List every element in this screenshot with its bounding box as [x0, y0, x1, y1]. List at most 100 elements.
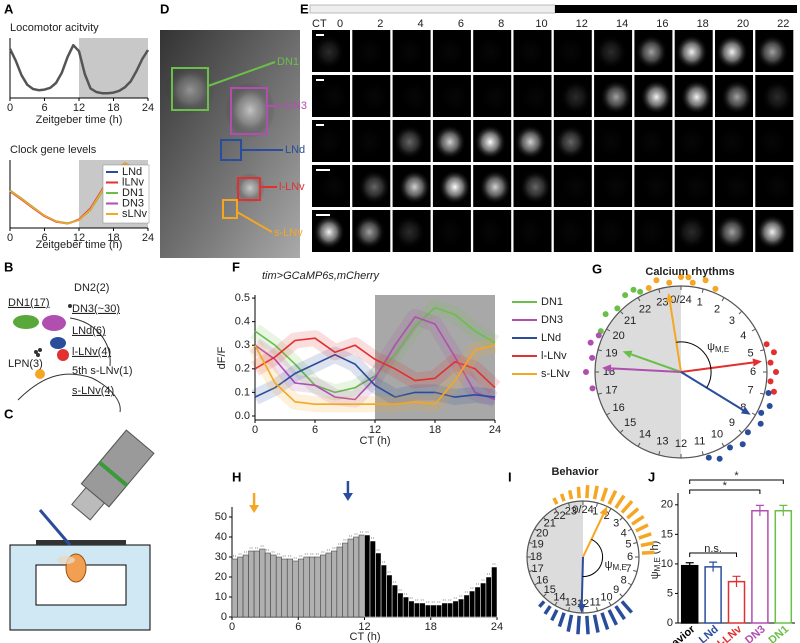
- y-axis-label-sub: M,E: [653, 557, 662, 571]
- hour-label: 19: [531, 539, 543, 551]
- activity-ring-bar: [635, 523, 649, 533]
- tile-signal: [393, 125, 426, 159]
- phase-dot: [630, 286, 637, 293]
- image-tile: [634, 210, 673, 252]
- cluster-label: DN2(2): [74, 282, 109, 294]
- hour-label: 6: [627, 551, 633, 563]
- significance-label: *: [734, 470, 739, 482]
- y-tick-label: 50: [215, 511, 227, 523]
- setup-drawing: [9, 429, 155, 631]
- y-tick-label: 0.1: [235, 386, 250, 398]
- tile-signal: [555, 215, 587, 249]
- tile-signal: [640, 80, 673, 114]
- hour-tick: [528, 542, 533, 545]
- hour-label: 23: [656, 296, 668, 308]
- phase-dot: [770, 388, 777, 395]
- histogram-bar: [331, 550, 338, 618]
- series-line: [9, 162, 149, 225]
- activity-ring-bar: [640, 541, 655, 548]
- phase-dot: [739, 441, 746, 448]
- tile-signal: [554, 125, 587, 159]
- histogram-bar: [375, 552, 382, 618]
- x-tick-label: 24: [142, 232, 154, 244]
- image-grid: [312, 30, 794, 252]
- legend-label: DN3: [541, 314, 563, 326]
- tile-signal: [353, 125, 385, 159]
- hour-tick: [658, 288, 661, 293]
- histogram-bar: [248, 550, 255, 618]
- tile-signal: [434, 215, 466, 249]
- hour-label: 12: [675, 438, 687, 450]
- hour-tick: [528, 569, 533, 572]
- histogram-bar: [358, 534, 365, 618]
- tile-signal: [479, 80, 511, 114]
- lpn-cluster: [34, 350, 38, 354]
- activity-ring-bar: [576, 486, 581, 499]
- panel-letter: B: [4, 259, 13, 274]
- electrode: [38, 509, 72, 546]
- panel-letter: G: [592, 261, 602, 276]
- legend-label: lLNv: [122, 176, 145, 188]
- tile-signal: [358, 170, 391, 204]
- ct-tick-label: 14: [616, 18, 628, 30]
- hour-label: 17: [605, 385, 617, 397]
- legend-label: DN1: [122, 187, 144, 199]
- histogram-bar: [264, 552, 271, 618]
- histogram-bar: [402, 596, 409, 618]
- image-tile: [594, 120, 633, 162]
- hour-label: 10: [711, 428, 723, 440]
- image-tile: [432, 210, 471, 252]
- tile-signal: [433, 125, 466, 159]
- error-bar: [755, 504, 764, 517]
- phase-angle-symbol: ψ: [707, 341, 715, 353]
- phase-dot: [602, 311, 609, 318]
- phase-dot: [765, 390, 772, 397]
- hour-tick: [543, 593, 547, 597]
- histogram-bar: [320, 554, 327, 618]
- dn1-cluster: [13, 315, 39, 329]
- histogram-bar: [231, 558, 238, 618]
- histogram-bar: [452, 600, 459, 618]
- hour-tick: [568, 502, 571, 507]
- legend-label: DN1: [541, 296, 563, 308]
- x-tick-label: 18: [107, 232, 119, 244]
- panel-letter: D: [160, 1, 169, 16]
- histogram-bar: [469, 590, 476, 618]
- phase-dot: [587, 339, 594, 346]
- phase-arrow-head: [577, 603, 586, 613]
- activity-ring-bar: [592, 485, 599, 500]
- ct-tick-label: 8: [498, 18, 504, 30]
- ct-tick-label: 2: [377, 18, 383, 30]
- activity-ring-bar: [552, 497, 559, 505]
- chart-title: Calcium rhythms: [645, 266, 734, 278]
- tile-signal: [716, 35, 748, 69]
- bar: [751, 509, 769, 624]
- tile-signal: [595, 125, 627, 159]
- histogram-bar: [463, 594, 470, 618]
- phase-dot: [766, 403, 773, 410]
- hour-label: 20: [613, 330, 625, 342]
- slnv-cluster: [35, 369, 45, 379]
- phase-arrow-head: [601, 364, 612, 373]
- cluster-label: s-LNv(4): [72, 385, 114, 397]
- phase-angle-arc: [582, 538, 604, 578]
- glow: [225, 82, 275, 138]
- histogram-bar: [485, 576, 492, 618]
- histogram-bar: [474, 586, 481, 618]
- x-tick-label: 0: [252, 424, 258, 436]
- roi-box: [237, 177, 261, 201]
- image-tile: [755, 120, 794, 162]
- hour-label: 17: [531, 563, 543, 575]
- objective: [71, 429, 155, 521]
- outline: [17, 373, 121, 413]
- activity-ring-bar: [568, 489, 574, 500]
- dn3-cluster: [42, 315, 66, 331]
- tile-signal: [479, 170, 512, 204]
- tile-signal: [520, 80, 552, 114]
- histogram-bar: [364, 534, 371, 618]
- phase-dot: [685, 274, 692, 281]
- hour-tick: [608, 601, 612, 606]
- hour-tick: [760, 392, 765, 395]
- series-line: [254, 353, 496, 398]
- hour-label: 8: [621, 574, 627, 586]
